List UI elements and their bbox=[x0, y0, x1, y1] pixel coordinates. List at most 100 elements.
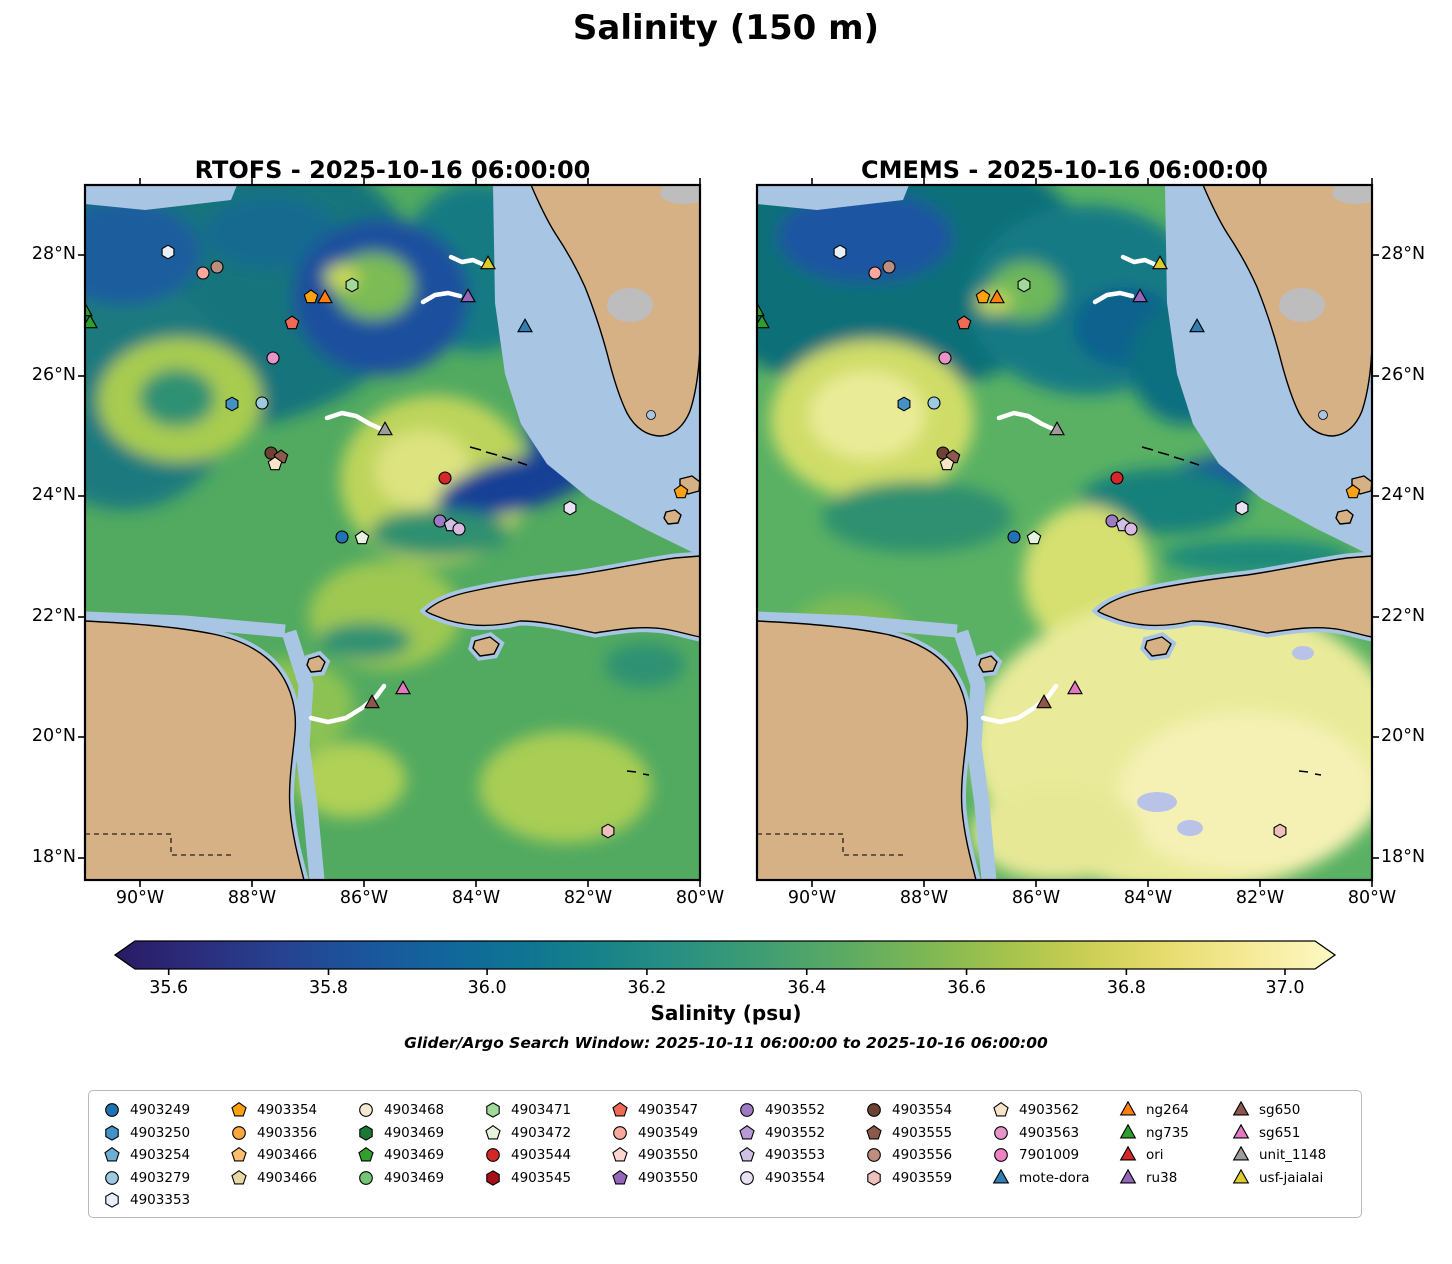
legend-item: 4903472 bbox=[484, 1122, 611, 1145]
lon-tick-label: 82°W bbox=[563, 888, 613, 908]
bahamas-island bbox=[1335, 509, 1354, 525]
legend-marker-triangle-icon bbox=[1119, 1123, 1137, 1139]
legend-item: 4903550 bbox=[611, 1144, 738, 1167]
legend-item-label: sg650 bbox=[1259, 1102, 1301, 1119]
legend-marker-circle-icon bbox=[740, 1170, 754, 1185]
legend-item: 4903469 bbox=[357, 1144, 484, 1167]
lake-okeechobee bbox=[1318, 410, 1328, 420]
legend-item-label: 4903563 bbox=[1019, 1124, 1080, 1141]
colorbar-tick-label: 35.8 bbox=[309, 978, 348, 998]
lat-tick-label: 26°N bbox=[1381, 365, 1426, 385]
map-marker-circle bbox=[433, 514, 447, 528]
small-islands bbox=[469, 446, 650, 776]
map-marker-circle bbox=[438, 471, 452, 485]
map-marker-triangle bbox=[85, 314, 98, 329]
legend-column: sg650 sg651 unit_1148 usf-jaialai bbox=[1232, 1099, 1359, 1217]
legend-item-label: 4903469 bbox=[384, 1169, 445, 1186]
map-marker-circle bbox=[255, 396, 269, 410]
map-marker-circle bbox=[1105, 514, 1119, 528]
map-marker-hexagon bbox=[1235, 500, 1249, 516]
figure-title: Salinity (150 m) bbox=[572, 8, 880, 48]
panel-border bbox=[755, 183, 1374, 882]
legend-marker-circle-icon bbox=[994, 1125, 1008, 1140]
legend-column: ng264 ng735 ori ru38 bbox=[1119, 1099, 1232, 1217]
legend-column: 4903471 4903472 4903544 4903545 bbox=[484, 1099, 611, 1217]
legend-item: ng264 bbox=[1119, 1099, 1232, 1122]
legend-item-label: 4903466 bbox=[257, 1147, 318, 1164]
coastal-shelf-mask bbox=[953, 629, 997, 880]
legend-item: sg650 bbox=[1232, 1099, 1359, 1122]
legend-item: ori bbox=[1119, 1144, 1232, 1167]
legend-item-label: 4903555 bbox=[892, 1124, 953, 1141]
legend-item-label: 4903472 bbox=[511, 1124, 572, 1141]
map-marker-triangle bbox=[1067, 680, 1083, 695]
map-marker-triangle bbox=[364, 694, 380, 709]
colorbar-tick-label: 36.6 bbox=[947, 978, 987, 998]
panel-title-cmems: CMEMS - 2025-10-16 06:00:00 bbox=[861, 156, 1268, 184]
map-marker-triangle bbox=[480, 255, 496, 270]
map-marker-triangle bbox=[377, 421, 393, 436]
legend-marker-pentagon-icon bbox=[993, 1102, 1009, 1117]
map-marker-circle bbox=[452, 522, 466, 536]
lat-tick-label: 28°N bbox=[1381, 244, 1426, 264]
lon-tick-label: 84°W bbox=[451, 888, 501, 908]
legend-marker-circle-icon bbox=[105, 1170, 119, 1185]
legend-item: 4903279 bbox=[103, 1167, 230, 1190]
land bbox=[85, 185, 700, 880]
bahamas-island bbox=[663, 509, 682, 525]
map-marker-triangle bbox=[395, 680, 411, 695]
legend-column: 4903468 4903469 4903469 4903469 bbox=[357, 1099, 484, 1217]
map-marker-circle bbox=[938, 351, 952, 365]
legend-item: 4903555 bbox=[865, 1122, 992, 1145]
map-marker-hexagon bbox=[833, 244, 847, 260]
legend-item: 4903553 bbox=[738, 1144, 865, 1167]
glider-track bbox=[324, 410, 384, 432]
legend-item: unit_1148 bbox=[1232, 1144, 1359, 1167]
lat-tick-label: 20°N bbox=[31, 726, 76, 746]
coastal-shelf-mask bbox=[281, 629, 325, 880]
legend-item-label: 4903249 bbox=[130, 1102, 191, 1119]
glider-tracks bbox=[980, 254, 1157, 725]
legend-item: ng735 bbox=[1119, 1122, 1232, 1145]
lat-tick-label: 26°N bbox=[31, 365, 76, 385]
legend-marker-triangle-icon bbox=[1119, 1101, 1137, 1116]
glider-track bbox=[308, 683, 387, 725]
legend-item-label: unit_1148 bbox=[1259, 1147, 1327, 1164]
legend-marker-pentagon-icon bbox=[231, 1147, 247, 1162]
legend-marker-circle-icon bbox=[359, 1170, 373, 1185]
country-border-dashed bbox=[85, 833, 233, 856]
legend-item-label: ru38 bbox=[1146, 1169, 1178, 1186]
map-marker-circle bbox=[266, 351, 280, 365]
lat-tick-label: 20°N bbox=[1381, 726, 1426, 746]
legend-item: 4903552 bbox=[738, 1099, 865, 1122]
legend-item-label: 4903559 bbox=[892, 1169, 953, 1186]
legend-item: 7901009 bbox=[992, 1144, 1119, 1167]
observation-markers bbox=[85, 244, 689, 839]
legend-item: 4903544 bbox=[484, 1144, 611, 1167]
legend-item-label: 4903562 bbox=[1019, 1102, 1080, 1119]
legend-marker-hexagon-icon bbox=[867, 1169, 881, 1186]
lat-tick-label: 24°N bbox=[31, 485, 76, 505]
legend-item-label: 4903353 bbox=[130, 1192, 191, 1209]
legend-marker-circle-icon bbox=[613, 1125, 627, 1140]
legend-marker-pentagon-icon bbox=[612, 1102, 628, 1117]
colorbar-tick-label: 37.0 bbox=[1265, 978, 1305, 998]
map-marker-hexagon bbox=[161, 244, 175, 260]
map-marker-pentagon bbox=[975, 289, 991, 304]
search-window-caption: Glider/Argo Search Window: 2025-10-11 06… bbox=[404, 1034, 1048, 1052]
legend-item-label: 4903356 bbox=[257, 1124, 318, 1141]
map-marker-hexagon bbox=[897, 396, 911, 412]
map-marker-triangle bbox=[757, 314, 770, 329]
legend-marker-hexagon-icon bbox=[486, 1102, 500, 1119]
legend-marker-pentagon-icon bbox=[612, 1147, 628, 1162]
lat-tick-label: 24°N bbox=[1381, 485, 1426, 505]
lat-tick-label: 22°N bbox=[1381, 606, 1426, 626]
map-marker-pentagon bbox=[1026, 530, 1042, 545]
legend-item: 4903547 bbox=[611, 1099, 738, 1122]
cuba-landmass bbox=[1097, 555, 1372, 638]
legend-item: 4903468 bbox=[357, 1099, 484, 1122]
map-marker-triangle bbox=[85, 302, 93, 317]
legend-marker-pentagon-icon bbox=[231, 1169, 247, 1185]
legend-item: 4903471 bbox=[484, 1099, 611, 1122]
